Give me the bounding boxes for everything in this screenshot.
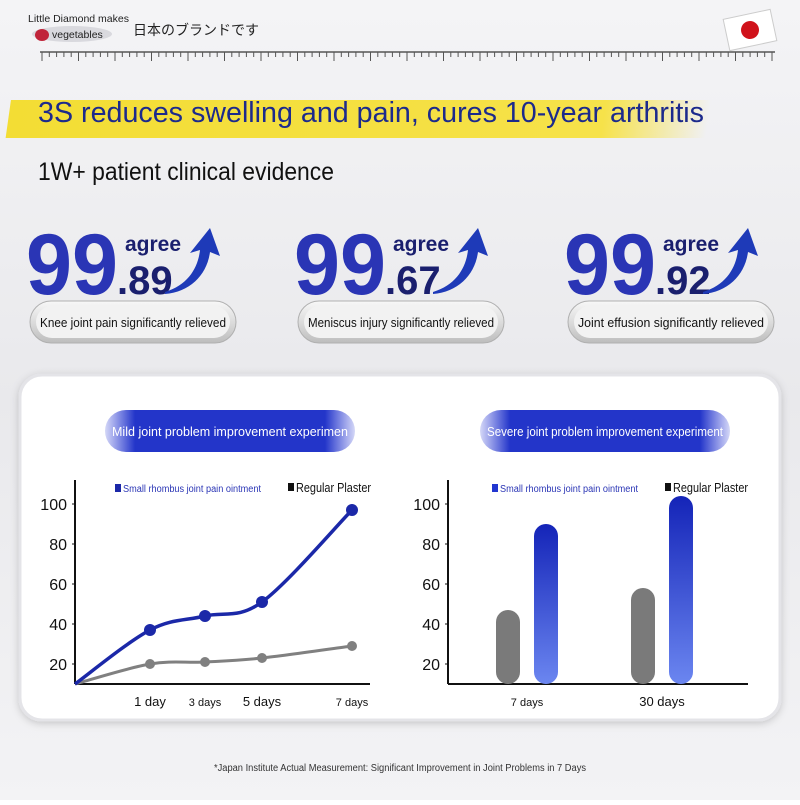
legend-label: Regular Plaster: [673, 480, 749, 495]
point: [144, 624, 156, 636]
y-tick-label: 60: [49, 577, 67, 594]
legend-swatch: [665, 483, 671, 491]
point: [346, 504, 358, 516]
chart-title: Severe joint problem improvement experim…: [487, 424, 723, 439]
point: [256, 596, 268, 608]
point: [257, 653, 267, 663]
x-tick-label: 5 days: [243, 694, 282, 709]
stat-whole: 99: [564, 217, 656, 313]
title: 3S reduces swelling and pain, cures 10-y…: [38, 97, 704, 129]
y-tick-label: 40: [422, 617, 440, 634]
stat-arrow: [165, 228, 220, 294]
legend-label: Regular Plaster: [296, 480, 372, 495]
x-tick-label: 30 days: [639, 694, 685, 709]
y-tick-label: 80: [49, 537, 67, 554]
bar: [669, 496, 693, 684]
stat-word: agree: [393, 233, 449, 256]
legend-swatch: [492, 484, 498, 492]
title-highlight: [5, 100, 711, 138]
legend-label: Small rhombus joint pain ointment: [123, 484, 261, 495]
x-tick-label: 7 days: [511, 697, 544, 709]
ruler: [40, 51, 775, 61]
point: [199, 610, 211, 622]
x-tick-label: 3 days: [189, 697, 222, 709]
stat-decimal: .89: [117, 259, 173, 303]
subtitle: 1W+ patient clinical evidence: [38, 158, 334, 186]
legend-label: Small rhombus joint pain ointment: [500, 484, 638, 495]
brand-swoosh: [32, 26, 112, 42]
stat-decimal: .92: [655, 259, 711, 303]
y-tick-label: 100: [413, 497, 440, 514]
y-tick-label: 40: [49, 617, 67, 634]
x-tick-label: 1 day: [134, 694, 166, 709]
stat-pill-inner: [304, 306, 498, 338]
y-tick-label: 20: [422, 657, 440, 674]
brand-dot: [35, 29, 49, 41]
bar: [534, 524, 558, 684]
stat-whole: 99: [294, 217, 386, 313]
stat-decimal: .67: [385, 259, 441, 303]
point: [145, 659, 155, 669]
flag-sun: [741, 21, 759, 39]
stat-arrow: [433, 228, 488, 294]
point: [347, 641, 357, 651]
flag: [722, 8, 778, 52]
stat-label: Knee joint pain significantly relieved: [40, 315, 226, 330]
stat-arrow: [703, 228, 758, 294]
y-tick-label: 100: [40, 497, 67, 514]
chart-panel: [18, 373, 782, 722]
y-tick-label: 20: [49, 657, 67, 674]
stat-pill-inner: [36, 306, 230, 338]
stat-word: agree: [663, 233, 719, 256]
tagline: 日本のブランドです: [133, 22, 259, 39]
brand-line: vegetables: [52, 29, 103, 41]
stat-whole: 99: [26, 217, 118, 313]
stat-label: Meniscus injury significantly relieved: [308, 315, 494, 330]
bar: [496, 610, 520, 684]
brand-line: Little Diamond makes: [28, 13, 129, 25]
y-tick-label: 60: [422, 577, 440, 594]
footnote: *Japan Institute Actual Measurement: Sig…: [214, 763, 586, 774]
bar: [631, 588, 655, 684]
x-tick-label: 7 days: [336, 697, 369, 709]
legend-swatch: [288, 483, 294, 491]
legend-swatch: [115, 484, 121, 492]
stats: 99 agree .89 Knee joint pain significantly …: [26, 217, 775, 344]
stat-label: Joint effusion significantly relieved: [578, 315, 764, 330]
chart-title-pill: [105, 410, 355, 452]
point: [200, 657, 210, 667]
stat-word: agree: [125, 233, 181, 256]
y-tick-label: 80: [422, 537, 440, 554]
chart-title: Mild joint problem improvement experimen: [112, 424, 348, 439]
chart-title-pill: [480, 410, 730, 452]
stat-pill-inner: [574, 306, 768, 338]
